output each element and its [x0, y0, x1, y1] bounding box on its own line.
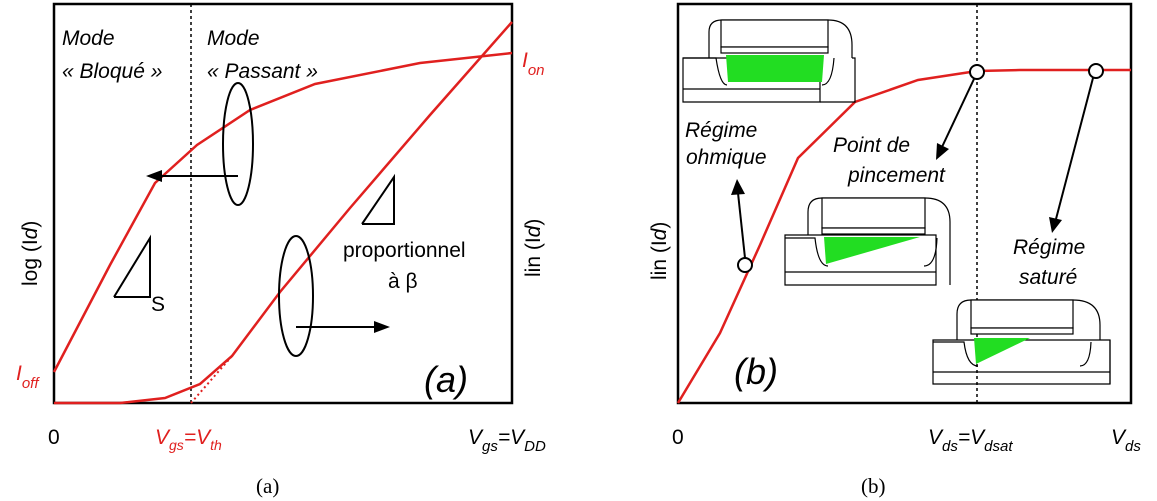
ion-label: Ion: [522, 49, 545, 79]
slope-triangle-beta: [361, 173, 395, 225]
panel-a-tag: (a): [424, 359, 468, 400]
saturated-label-1: Régime: [1013, 236, 1085, 259]
panel-b-frame: [676, 2, 1133, 405]
ohmic-arrow: [737, 192, 746, 259]
x-tick-vdsat: Vds=Vdsat: [928, 426, 1013, 455]
pinch-label-2: pincement: [847, 164, 946, 187]
lin-id-curve: [54, 21, 513, 405]
pinch-arrowhead: [936, 143, 949, 160]
x-tick-vds: Vds: [1111, 426, 1141, 455]
panel-a: log (Id) lin (Id) Mode « Bloqué » Mode «…: [16, 2, 546, 498]
panel-a-frame: [52, 2, 514, 405]
panel-b-tag: (b): [734, 351, 778, 392]
pinch-point-marker: [969, 64, 985, 80]
x-tick-vdd: Vgs=VDD: [468, 426, 546, 455]
caption-a: (a): [256, 474, 279, 498]
ohmic-arrowhead: [731, 179, 745, 195]
x-tick-vth: Vgs=Vth: [155, 426, 222, 453]
arrowhead-right: [374, 321, 390, 333]
saturated-label-2: saturé: [1019, 266, 1077, 289]
transistor-pinch-icon: [784, 197, 951, 286]
transistor-ohmic-icon: [682, 19, 856, 103]
pinch-label-1: Point de: [833, 134, 910, 157]
ohmic-label-1: Régime: [685, 119, 757, 142]
caption-b: (b): [861, 474, 886, 498]
y-axis-label-log: log (Id): [19, 221, 42, 286]
saturation-arrowhead: [1049, 217, 1062, 233]
proportional-label-1: proportionnel: [343, 239, 466, 262]
saturation-point-marker: [1088, 63, 1104, 79]
ohmic-point-marker: [737, 257, 753, 273]
lin-curve-ellipse: [278, 235, 314, 357]
arrowhead-left: [146, 170, 162, 182]
x-tick-zero-b: 0: [672, 426, 684, 449]
mode-on-label-2: « Passant »: [207, 60, 318, 83]
transistor-saturated-icon: [932, 299, 1111, 385]
proportional-label-2: à β: [388, 270, 418, 293]
ohmic-label-2: ohmique: [686, 146, 767, 169]
slope-s-label: S: [151, 293, 165, 316]
y-axis-label-lin: lin (Id): [522, 219, 545, 277]
mode-blocked-label-1: Mode: [62, 27, 115, 50]
log-curve-ellipse: [222, 82, 254, 206]
saturation-arrow: [1055, 77, 1094, 220]
mode-blocked-label-2: « Bloqué »: [62, 60, 162, 83]
x-tick-zero-a: 0: [48, 426, 60, 449]
pinch-arrow: [941, 78, 975, 148]
y-axis-label-b: lin (Id): [648, 222, 671, 280]
mode-on-label-1: Mode: [207, 27, 260, 50]
panel-b: lin (Id) Régime ohmique Point de pinceme…: [648, 2, 1141, 498]
slope-triangle-s: [113, 234, 151, 298]
vth-extrapolation-line: [190, 355, 233, 404]
ioff-label: Ioff: [16, 362, 40, 392]
